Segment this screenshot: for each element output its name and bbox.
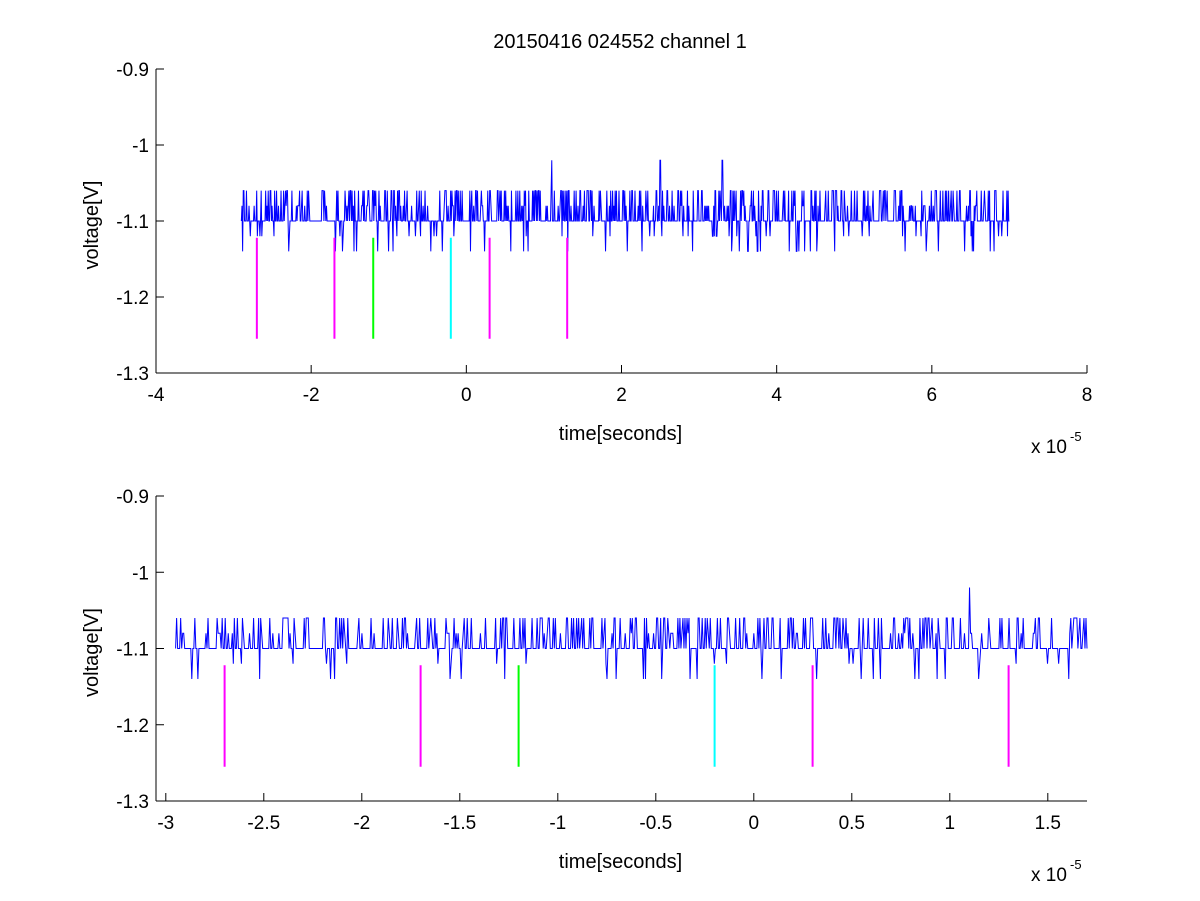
- x-tick-label: -0.5: [639, 813, 672, 834]
- x-tick-label: -4: [148, 385, 165, 406]
- y-tick-label: -1: [132, 136, 149, 157]
- x-tick-label: 1.5: [1035, 813, 1061, 834]
- x-exponent-base: x 10: [1031, 437, 1067, 458]
- y-tick-label: -1.3: [116, 364, 149, 385]
- y-tick-label: -1.1: [116, 640, 149, 661]
- top-axes: -4 -2 0 2 4 6 8 -1.3 -1.2 -1.1 -1 -0.9 time[seconds]…: [81, 60, 1092, 458]
- y-tick-label: -1.3: [116, 792, 149, 813]
- y-axis-label: voltage[V]: [81, 181, 103, 270]
- x-tick-label: -2: [353, 813, 370, 834]
- y-tick-label: -1: [132, 563, 149, 584]
- x-tick-label: 6: [927, 385, 938, 406]
- x-tick-label: 0.5: [839, 813, 865, 834]
- x-tick-label: -2.5: [247, 813, 280, 834]
- y-tick-label: -1.1: [116, 212, 149, 233]
- y-tick-label: -1.2: [116, 716, 149, 737]
- x-exponent-power: -5: [1070, 857, 1082, 872]
- x-tick-label: 4: [771, 385, 782, 406]
- x-exponent-power: -5: [1070, 429, 1082, 444]
- x-tick-label: 2: [616, 385, 627, 406]
- x-exponent-base: x 10: [1031, 865, 1067, 886]
- voltage-trace: [175, 587, 1088, 680]
- y-tick-label: -0.9: [116, 487, 149, 508]
- voltage-trace: [240, 159, 1010, 252]
- x-tick-label: 0: [749, 813, 760, 834]
- x-tick-label: -3: [157, 813, 174, 834]
- x-tick-label: -2: [303, 385, 320, 406]
- x-tick-label: 1: [945, 813, 956, 834]
- x-tick-label: -1: [549, 813, 566, 834]
- y-axis-label: voltage[V]: [81, 608, 103, 697]
- x-tick-label: 0: [461, 385, 472, 406]
- bottom-axes: -3 -2.5 -2 -1.5 -1 -0.5 0 0.5 1 1.5 -1.3 -1.2 -1.1 -1…: [81, 487, 1088, 886]
- figure-title: 20150416 024552 channel 1: [493, 31, 747, 53]
- x-axis-label: time[seconds]: [559, 423, 682, 445]
- x-tick-label: 8: [1082, 385, 1093, 406]
- y-tick-label: -1.2: [116, 288, 149, 309]
- x-axis-label: time[seconds]: [559, 851, 682, 873]
- x-tick-label: -1.5: [443, 813, 476, 834]
- y-tick-label: -0.9: [116, 60, 149, 81]
